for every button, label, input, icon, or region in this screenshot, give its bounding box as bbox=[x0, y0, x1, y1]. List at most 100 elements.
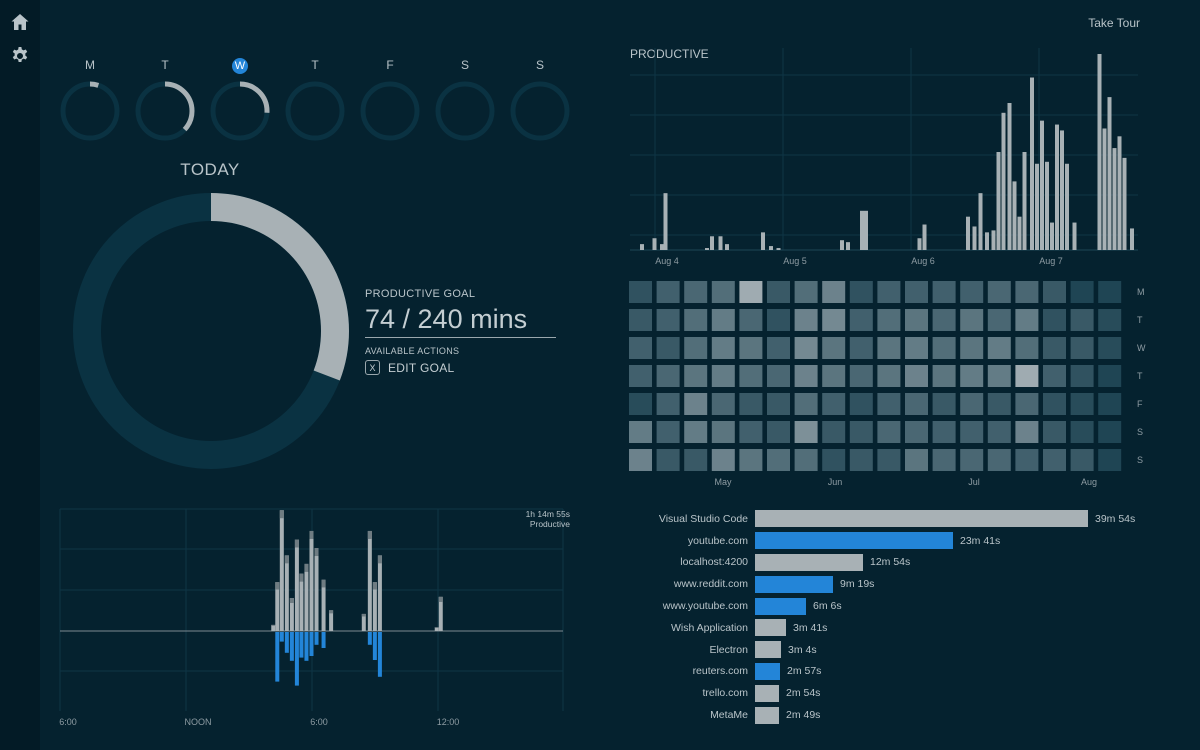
site-row[interactable]: Visual Studio Code 39m 54s bbox=[610, 508, 1170, 530]
today-ring-fill bbox=[73, 193, 349, 469]
productive-bar bbox=[660, 244, 664, 250]
day-ring-0[interactable]: M bbox=[59, 56, 121, 142]
heatmap-cell bbox=[822, 337, 846, 359]
heatmap-cell bbox=[656, 337, 680, 359]
site-duration: 3m 4s bbox=[788, 643, 817, 656]
site-row[interactable]: reuters.com 2m 57s bbox=[610, 661, 1170, 683]
productive-bar bbox=[1112, 148, 1117, 250]
site-row[interactable]: Electron 3m 4s bbox=[610, 639, 1170, 661]
productive-bar bbox=[1102, 128, 1107, 250]
site-bar bbox=[755, 575, 833, 593]
heatmap-cell bbox=[1015, 281, 1039, 303]
heatmap-cell bbox=[987, 337, 1011, 359]
site-row[interactable]: www.reddit.com 9m 19s bbox=[610, 573, 1170, 595]
heatmap-cell bbox=[1070, 449, 1094, 471]
heatmap-cell bbox=[932, 449, 956, 471]
heatmap-cell bbox=[1043, 449, 1066, 471]
heatmap-cell bbox=[877, 449, 901, 471]
site-duration: 3m 41s bbox=[793, 621, 828, 634]
heatmap-cell bbox=[987, 365, 1011, 387]
site-bar bbox=[755, 510, 1088, 528]
heatmap-cell bbox=[905, 393, 928, 415]
site-duration: 6m 6s bbox=[813, 600, 842, 613]
timeline-chart: 1h 14m 55s Productive 6:00 NOON 6:00 12:00 bbox=[59, 508, 570, 727]
heatmap-cell bbox=[1070, 393, 1094, 415]
heatmap-cell bbox=[794, 421, 818, 443]
heatmap-cell bbox=[739, 449, 763, 471]
productive-bar bbox=[1045, 161, 1049, 250]
heatmap-cell bbox=[1043, 337, 1066, 359]
site-row[interactable]: localhost:4200 12m 54s bbox=[610, 552, 1170, 574]
site-row[interactable]: Wish Application 3m 41s bbox=[610, 617, 1170, 639]
site-bar bbox=[755, 619, 786, 637]
heatmap-cell bbox=[987, 393, 1011, 415]
site-bar bbox=[755, 706, 779, 724]
timeline-bar-productive bbox=[372, 582, 377, 631]
heatmap-cell bbox=[656, 309, 680, 331]
day-progress-ring bbox=[510, 81, 570, 141]
site-row[interactable]: MetaMe 2m 49s bbox=[610, 704, 1170, 726]
site-duration: 39m 54s bbox=[1095, 512, 1136, 525]
site-duration: 2m 54s bbox=[786, 687, 821, 700]
timeline-bar-cap bbox=[284, 555, 289, 564]
timeline-bar-productive bbox=[289, 598, 294, 631]
day-ring-1[interactable]: T bbox=[134, 56, 196, 142]
day-ring-6[interactable]: S bbox=[509, 56, 571, 142]
site-row[interactable]: www.youtube.com 6m 6s bbox=[610, 595, 1170, 617]
site-name: reuters.com bbox=[692, 665, 748, 678]
site-row[interactable]: youtube.com 23m 41s bbox=[610, 530, 1170, 552]
timeline-bar-cap bbox=[329, 610, 334, 614]
heatmap-cell bbox=[877, 309, 901, 331]
goal-label: PRODUCTIVE GOAL bbox=[365, 288, 476, 300]
heatmap-cell bbox=[711, 449, 735, 471]
goal-value: 74 / 240 mins bbox=[365, 304, 556, 338]
day-ring-4[interactable]: F bbox=[359, 56, 421, 142]
home-button[interactable] bbox=[10, 12, 30, 32]
day-ring-3[interactable]: T bbox=[284, 56, 346, 142]
take-tour-link[interactable]: Take Tour bbox=[1088, 16, 1140, 30]
today-progress-ring bbox=[73, 193, 349, 469]
productive-bar bbox=[776, 248, 781, 250]
productive-chart-title: PRODUCTIVE bbox=[630, 47, 709, 61]
timeline-bar-cap bbox=[372, 582, 377, 590]
heatmap-cell bbox=[1098, 281, 1122, 303]
home-icon bbox=[11, 14, 29, 30]
x-tick-label: Aug 5 bbox=[783, 256, 807, 266]
timeline-bar-distracting bbox=[367, 632, 372, 645]
heatmap-row-labels: M T W T F S S bbox=[1137, 287, 1146, 465]
edit-goal-label: EDIT GOAL bbox=[388, 360, 455, 375]
productive-bar bbox=[1122, 157, 1127, 250]
site-bar bbox=[755, 597, 806, 615]
day-ring-2[interactable]: W bbox=[209, 56, 271, 142]
site-duration: 2m 49s bbox=[786, 709, 821, 722]
day-label: T bbox=[161, 58, 169, 72]
heatmap-cell bbox=[877, 365, 901, 387]
edit-goal-button[interactable]: X EDIT GOAL bbox=[365, 360, 556, 375]
timeline-bar-productive bbox=[329, 610, 334, 631]
productive-bar bbox=[1050, 222, 1054, 250]
heatmap-cell bbox=[987, 421, 1011, 443]
heatmap-cells bbox=[629, 281, 1122, 471]
productive-bar bbox=[1117, 136, 1122, 250]
heatmap-cell bbox=[739, 309, 763, 331]
day-label: M bbox=[85, 58, 95, 72]
site-bar bbox=[755, 553, 863, 571]
heatmap-row-label: T bbox=[1137, 315, 1143, 325]
productive-bar bbox=[846, 242, 850, 250]
heatmap-cell bbox=[1098, 421, 1122, 443]
settings-button[interactable] bbox=[10, 46, 30, 66]
heatmap-cell bbox=[877, 421, 901, 443]
heatmap-cell bbox=[629, 365, 652, 387]
x-tick-label: Aug 4 bbox=[655, 256, 679, 266]
productive-bar bbox=[663, 193, 668, 250]
site-bar bbox=[755, 684, 779, 702]
site-row[interactable]: trello.com 2m 54s bbox=[610, 682, 1170, 704]
day-ring-5[interactable]: S bbox=[434, 56, 496, 142]
heatmap-cell bbox=[767, 393, 790, 415]
heatmap-cell bbox=[905, 309, 928, 331]
heatmap-cell bbox=[960, 421, 984, 443]
day-label: S bbox=[535, 58, 544, 72]
site-name: localhost:4200 bbox=[680, 556, 748, 569]
productive-bar bbox=[991, 230, 996, 250]
heatmap-cell bbox=[1043, 309, 1066, 331]
